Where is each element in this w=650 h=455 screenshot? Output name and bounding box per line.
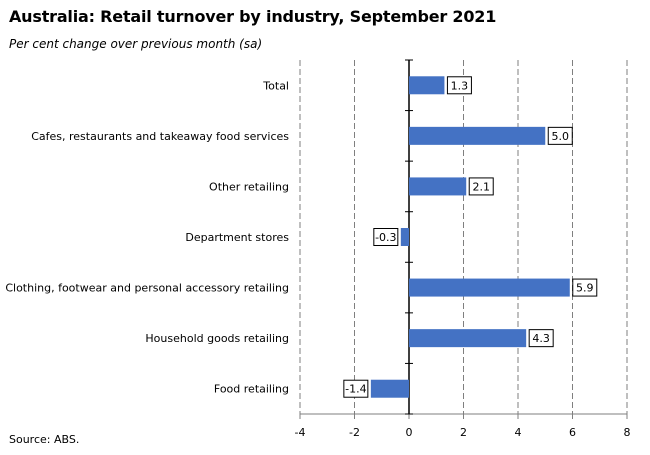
bar [409,177,467,196]
x-tick-label: 6 [569,426,576,439]
category-label: Other retailing [209,180,289,193]
category-label: Food retailing [214,383,289,396]
data-label: -0.3 [375,231,396,244]
data-label-box [343,379,369,398]
chart-subtitle: Per cent change over previous month (sa) [9,37,263,51]
x-tick-label: -4 [295,426,306,439]
category-label: Department stores [185,231,289,244]
chart-title: Australia: Retail turnover by industry, … [9,7,497,26]
x-tick-label: 4 [515,426,522,439]
data-label: 1.3 [451,79,469,92]
x-tick-label: 0 [406,426,413,439]
bar [409,126,546,145]
data-label: -1.4 [345,383,366,396]
category-label: Household goods retailing [145,332,289,345]
bar [409,329,527,348]
x-tick-label: 2 [460,426,467,439]
data-label-box [373,228,399,246]
category-label: Total [262,79,289,92]
data-label: 5.9 [576,282,594,295]
x-tick-label: -2 [349,426,360,439]
data-label: 5.0 [552,130,570,143]
data-label-box [547,126,573,145]
bar [409,278,570,297]
source-note: Source: ABS. [9,433,80,446]
data-label-box [468,177,494,196]
bar [370,379,409,398]
data-label: 2.1 [472,180,490,193]
bar [409,76,445,95]
data-label: 4.3 [532,332,550,345]
data-label-box [446,76,472,95]
data-label-box [572,278,598,297]
data-label-box [528,329,554,348]
category-label: Cafes, restaurants and takeaway food ser… [31,130,289,143]
category-label: Clothing, footwear and personal accessor… [5,282,289,295]
x-tick-label: 8 [624,426,631,439]
bar [400,228,409,246]
